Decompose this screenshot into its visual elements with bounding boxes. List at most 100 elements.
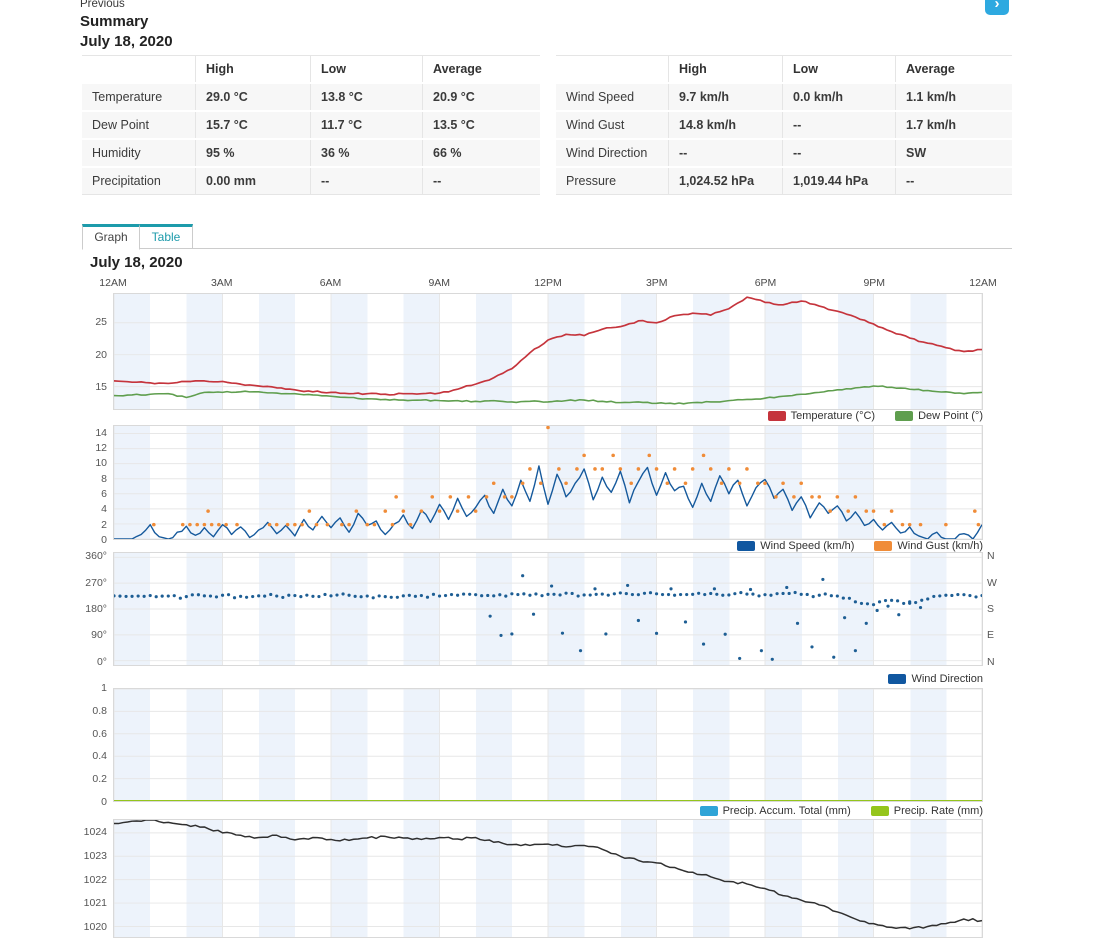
- next-day-button[interactable]: ›: [985, 0, 1009, 15]
- precipitation-ytick: 0: [101, 796, 107, 808]
- row-value: 1,024.52 hPa: [668, 168, 782, 194]
- pressure-ytick: 1022: [83, 873, 107, 886]
- legend-item: Temperature (°C): [767, 410, 876, 422]
- graph-table-tabs: Graph Table: [82, 224, 193, 250]
- tab-graph[interactable]: Graph: [82, 224, 140, 250]
- row-value: --: [422, 168, 540, 194]
- wind-direction-ytick: 90°: [91, 629, 107, 642]
- wind-direction-compass-label: E: [987, 629, 995, 642]
- temperature-dewpoint-ytick: 20: [95, 348, 107, 361]
- wind-ytick: 12: [95, 442, 107, 454]
- precipitation-ytick: 0.2: [92, 773, 107, 786]
- row-label: Pressure: [556, 168, 668, 194]
- time-axis-label: 3AM: [210, 277, 233, 289]
- row-label: Wind Speed: [556, 84, 668, 110]
- time-axis: 12AM 3AM 6AM 9AM 12PM 3PM 6PM 9PM 12AM: [0, 277, 1100, 289]
- wind-ytick: 6: [101, 488, 107, 500]
- table-corner-cell: [82, 56, 195, 82]
- legend-swatch-icon: [870, 806, 889, 816]
- row-value: --: [310, 168, 422, 194]
- column-header: Low: [310, 56, 422, 82]
- row-value: 14.8 km/h: [668, 112, 782, 138]
- tab-table[interactable]: Table: [140, 224, 193, 249]
- temperature-dewpoint-ytick: 15: [95, 381, 107, 394]
- row-value: 11.7 °C: [310, 112, 422, 138]
- time-axis-label: 6PM: [754, 277, 777, 289]
- chevron-right-icon: ›: [994, 0, 1000, 12]
- legend-label: Temperature (°C): [790, 410, 876, 422]
- precipitation-ytick: 0.6: [92, 727, 107, 740]
- legend-item: Wind Gust (km/h): [874, 540, 983, 552]
- row-value: 20.9 °C: [422, 84, 540, 110]
- wind-direction-compass-label: W: [987, 576, 997, 589]
- row-value: --: [782, 140, 895, 166]
- time-axis-label: 12PM: [534, 277, 562, 289]
- legend-item: Wind Direction: [888, 673, 983, 685]
- wind-series-line: [114, 465, 982, 539]
- legend-swatch-icon: [895, 411, 914, 421]
- row-value: 0.0 km/h: [782, 84, 895, 110]
- precipitation-ytick: 0.4: [92, 750, 107, 763]
- pressure-chart: [113, 819, 983, 938]
- row-value: 36 %: [310, 140, 422, 166]
- row-value: --: [895, 168, 1012, 194]
- row-value: 1.7 km/h: [895, 112, 1012, 138]
- summary-table-temperature: High Low Average Temperature 29.0 °C 13.8 °C 2…: [82, 55, 540, 195]
- row-value: 13.8 °C: [310, 84, 422, 110]
- time-axis-label: 6AM: [319, 277, 342, 289]
- legend-swatch-icon: [767, 411, 786, 421]
- page-date: July 18, 2020: [80, 33, 173, 50]
- wind-direction-legend: Wind Direction: [888, 673, 983, 685]
- legend-label: Wind Speed (km/h): [760, 540, 855, 552]
- time-axis-label: 3PM: [645, 277, 668, 289]
- time-axis-label: 9AM: [428, 277, 451, 289]
- row-value: --: [668, 140, 782, 166]
- wind-ytick: 14: [95, 426, 107, 439]
- row-value: 15.7 °C: [195, 112, 310, 138]
- temperature-dewpoint-series-line: [114, 296, 982, 396]
- legend-swatch-icon: [699, 806, 718, 816]
- previous-link[interactable]: Previous: [80, 0, 125, 10]
- row-value: 95 %: [195, 140, 310, 166]
- time-axis-label: 9PM: [863, 277, 886, 289]
- wind-chart: [113, 425, 983, 540]
- legend-item: Dew Point (°): [895, 410, 983, 422]
- wind-direction-compass-label: S: [987, 603, 995, 615]
- column-header: High: [195, 56, 310, 82]
- time-axis-label: 12AM: [99, 277, 127, 289]
- pressure-chart-canvas: [114, 820, 982, 937]
- legend-label: Dew Point (°): [918, 410, 983, 422]
- temperature-dewpoint-series-line: [114, 385, 982, 405]
- legend-item: Precip. Rate (mm): [870, 805, 983, 817]
- column-header: Low: [782, 56, 895, 82]
- wind-ytick: 10: [95, 457, 107, 470]
- column-header: Average: [422, 56, 540, 82]
- precipitation-chart-canvas: [114, 689, 982, 801]
- wind-ytick: 8: [101, 472, 107, 485]
- row-value: 0.00 mm: [195, 168, 310, 194]
- row-value: 29.0 °C: [195, 84, 310, 110]
- wind-direction-ytick: 180°: [85, 603, 107, 615]
- wind-direction-ytick: 0°: [96, 655, 107, 668]
- legend-swatch-icon: [874, 541, 893, 551]
- row-value: 1.1 km/h: [895, 84, 1012, 110]
- legend-item: Precip. Accum. Total (mm): [699, 805, 851, 817]
- row-label: Wind Direction: [556, 140, 668, 166]
- row-label: Humidity: [82, 140, 195, 166]
- precipitation-ytick: 0.8: [92, 704, 107, 717]
- row-value: 1,019.44 hPa: [782, 168, 895, 194]
- temperature-dewpoint-legend: Temperature (°C) Dew Point (°): [767, 410, 983, 422]
- legend-swatch-icon: [737, 541, 756, 551]
- wind-legend: Wind Speed (km/h) Wind Gust (km/h): [737, 540, 983, 552]
- graph-title: July 18, 2020: [90, 254, 183, 271]
- temperature-dewpoint-chart: [113, 293, 983, 410]
- wind-ytick: 0: [101, 534, 107, 546]
- row-label: Precipitation: [82, 168, 195, 194]
- temperature-dewpoint-chart-canvas: [114, 294, 982, 409]
- row-value: SW: [895, 140, 1012, 166]
- wind-direction-chart-canvas: [114, 553, 982, 665]
- wind-chart-canvas: [114, 426, 982, 539]
- precipitation-chart: [113, 688, 983, 802]
- legend-item: Wind Speed (km/h): [737, 540, 854, 552]
